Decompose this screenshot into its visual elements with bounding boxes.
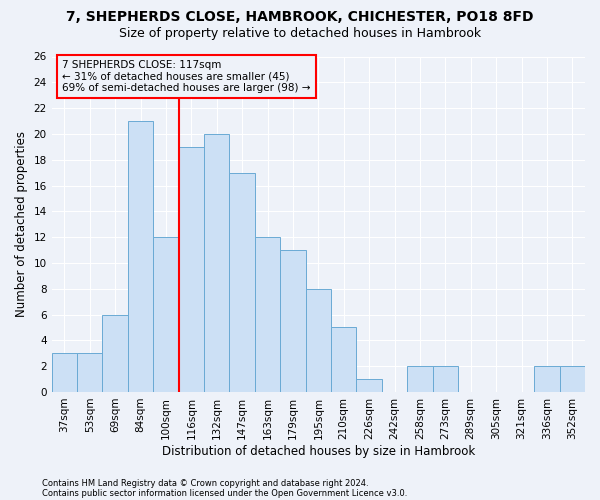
Bar (179, 147, 204, 392)
Bar (407, 366, 433, 392)
Bar (255, 237, 280, 392)
X-axis label: Distribution of detached houses by size in Hambrook: Distribution of detached houses by size … (162, 444, 475, 458)
Bar (52, 354, 77, 392)
Text: 7 SHEPHERDS CLOSE: 117sqm
← 31% of detached houses are smaller (45)
69% of semi-: 7 SHEPHERDS CLOSE: 117sqm ← 31% of detac… (62, 60, 311, 93)
Bar (229, 172, 255, 392)
Bar (153, 237, 179, 392)
Bar (128, 121, 153, 392)
Bar (103, 314, 128, 392)
Bar (356, 379, 382, 392)
Text: Contains HM Land Registry data © Crown copyright and database right 2024.: Contains HM Land Registry data © Crown c… (42, 478, 368, 488)
Bar (77, 354, 103, 392)
Bar (534, 366, 560, 392)
Bar (204, 134, 229, 392)
Bar (433, 366, 458, 392)
Y-axis label: Number of detached properties: Number of detached properties (15, 131, 28, 317)
Text: 7, SHEPHERDS CLOSE, HAMBROOK, CHICHESTER, PO18 8FD: 7, SHEPHERDS CLOSE, HAMBROOK, CHICHESTER… (66, 10, 534, 24)
Bar (280, 250, 305, 392)
Text: Contains public sector information licensed under the Open Government Licence v3: Contains public sector information licen… (42, 488, 407, 498)
Bar (560, 366, 585, 392)
Bar (331, 328, 356, 392)
Text: Size of property relative to detached houses in Hambrook: Size of property relative to detached ho… (119, 28, 481, 40)
Bar (305, 288, 331, 392)
